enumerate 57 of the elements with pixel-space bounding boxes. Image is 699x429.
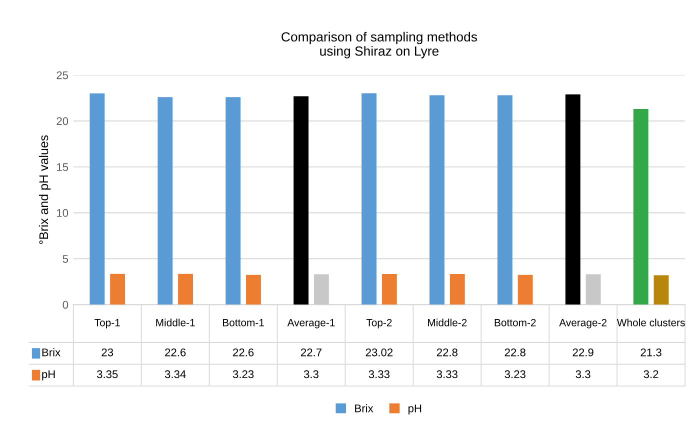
bar [314, 274, 329, 305]
chart-title: Comparison of sampling methods using Shiraz on Lyre [282, 32, 478, 58]
bar [518, 274, 533, 305]
data-label: 3.35 [96, 370, 118, 378]
bar [294, 96, 309, 305]
bar [362, 93, 376, 305]
x-tick-label: Bottom-2 [494, 318, 536, 326]
bar [90, 93, 105, 305]
data-label: 22.8 [436, 348, 458, 356]
y-tick-label: 20 [56, 117, 68, 126]
bar [565, 94, 580, 305]
x-tick-label: Top-2 [366, 318, 392, 328]
data-label: 3.3 [304, 370, 318, 378]
y-tick-label: 0 [62, 300, 68, 309]
legend-label: pH [42, 370, 55, 380]
bar [633, 109, 648, 305]
data-label: 3.2 [644, 370, 658, 378]
bar [226, 97, 241, 305]
text: Brix [355, 404, 374, 412]
data-label: 3.33 [368, 370, 390, 378]
y-axis-title: °Brix and pH values [38, 135, 51, 244]
bar [110, 274, 126, 305]
text: pH [408, 404, 422, 415]
data-label: 22.9 [572, 348, 594, 356]
data-label: 3.23 [232, 370, 254, 378]
bar [158, 97, 173, 305]
legend-label: Brix [42, 348, 60, 356]
bar [178, 274, 193, 305]
y-tick-label: 25 [56, 71, 68, 80]
data-label: 3.33 [436, 370, 458, 378]
bar [586, 274, 601, 305]
x-tick-label: Bottom-1 [223, 319, 264, 326]
data-label: 22.6 [165, 348, 186, 356]
y-tick-label: 10 [57, 209, 68, 217]
bar [382, 274, 397, 305]
y-tick-label: 15 [57, 163, 68, 172]
bar [654, 275, 669, 305]
x-tick-label: Middle-2 [428, 318, 467, 326]
x-tick-label: Top-1 [94, 319, 120, 328]
bar [429, 95, 444, 305]
data-label: 23 [102, 348, 114, 356]
y-tick-label: 5 [62, 255, 68, 263]
data-label: 3.34 [164, 370, 186, 378]
data-label: 22.8 [504, 348, 526, 356]
data-label: 3.3 [576, 370, 590, 378]
bar [246, 274, 261, 305]
x-tick-label: Average-1 [287, 319, 335, 328]
x-tick-label: Whole clusters [616, 318, 685, 326]
x-tick-label: Average-2 [559, 318, 606, 328]
bar [450, 274, 465, 305]
data-label: 22.6 [233, 348, 254, 356]
data-label: 22.7 [300, 348, 322, 356]
data-label: 23.02 [366, 348, 393, 356]
data-label: 21.3 [640, 348, 662, 356]
x-tick-label: Middle-1 [156, 318, 195, 326]
bar [497, 95, 512, 305]
data-label: 3.23 [504, 370, 526, 378]
